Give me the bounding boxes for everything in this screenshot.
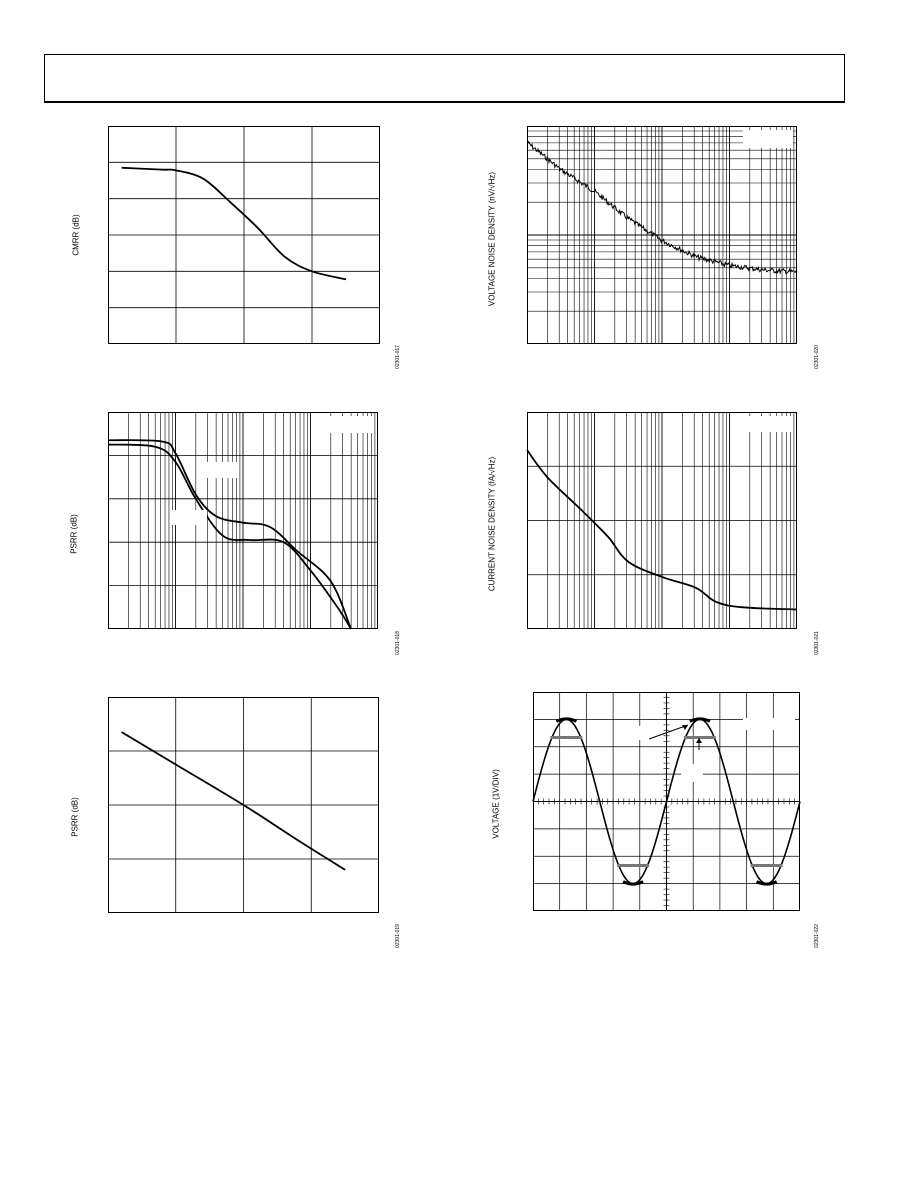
data-series-line-1	[121, 731, 346, 871]
scope-ylabel: VOLTAGE (1V/DIV)	[491, 769, 501, 839]
peak-overshoot	[689, 717, 711, 723]
page-header-box	[44, 54, 845, 103]
data-series-sine	[532, 718, 801, 885]
legend-box	[743, 718, 795, 730]
cmrr-figure-number: 02301-017	[395, 345, 401, 369]
vnoise-chart	[526, 126, 798, 344]
psrr-freq-figure-number: 02301-018	[395, 631, 401, 655]
scope-figure-number: 02301-022	[814, 924, 820, 948]
inoise-ylabel: CURRENT NOISE DENSITY (fA/√Hz)	[487, 456, 497, 592]
series-label-box	[170, 510, 207, 525]
series-label-box	[203, 462, 238, 478]
annotation-arrowhead	[696, 738, 702, 743]
cmrr-ylabel: CMRR (dB)	[71, 214, 81, 256]
legend-box	[743, 416, 793, 432]
trough-overshoot	[622, 880, 644, 886]
data-series-line-2	[107, 443, 352, 630]
cmrr-chart	[108, 126, 380, 344]
scope-chart	[532, 692, 801, 911]
psrr-freq-ylabel: PSRR (dB)	[69, 514, 79, 554]
data-series-line-1	[526, 140, 798, 275]
data-series-line-1	[107, 439, 352, 630]
annotation-arrowhead	[682, 725, 688, 730]
annotation-arrow	[648, 724, 689, 740]
vnoise-ylabel: VOLTAGE NOISE DENSITY (nV/√Hz)	[487, 171, 497, 307]
inoise-figure-number: 02301-021	[814, 631, 820, 655]
annotation-box	[681, 764, 703, 782]
psrr-lin-chart	[108, 697, 379, 913]
psrr-lin-ylabel: PSRR (dB)	[70, 797, 80, 837]
data-series-line-1	[121, 166, 347, 281]
peak-overshoot	[555, 717, 578, 723]
vnoise-figure-number: 02301-020	[814, 345, 820, 369]
psrr-freq-chart	[107, 412, 378, 630]
inoise-chart	[526, 412, 798, 629]
legend-box	[322, 416, 372, 433]
legend-box	[743, 130, 793, 148]
psrr-lin-figure-number: 02301-019	[395, 924, 401, 948]
annotation-box	[629, 726, 647, 740]
trough-overshoot	[755, 880, 778, 886]
data-series-line-1	[526, 449, 798, 611]
